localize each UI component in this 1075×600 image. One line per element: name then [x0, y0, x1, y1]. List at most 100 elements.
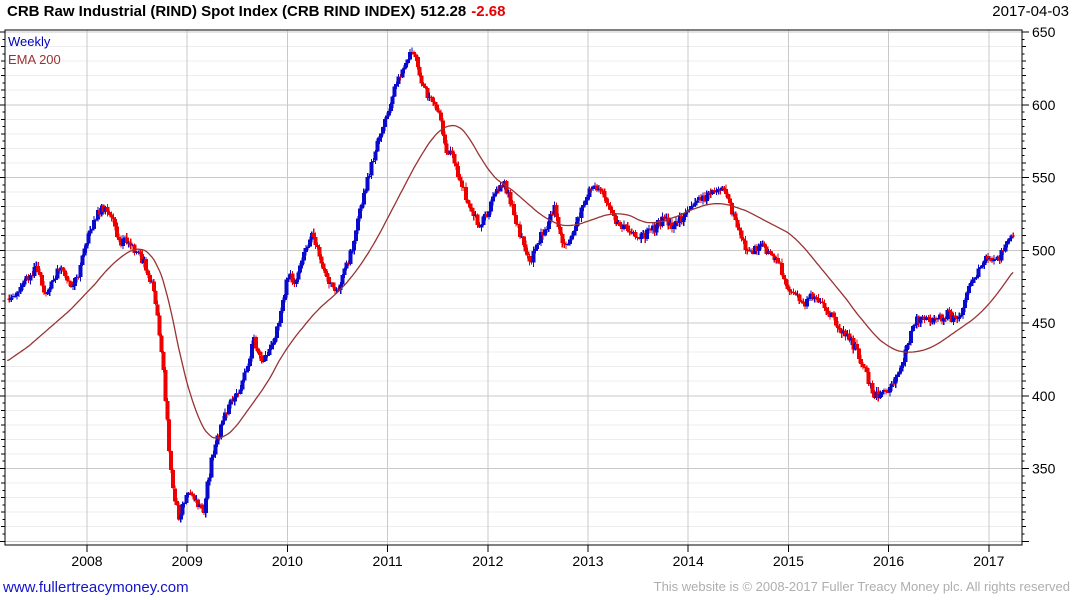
candle-body — [976, 268, 981, 278]
candle-body — [109, 214, 114, 218]
candle-body — [847, 333, 852, 341]
candle-body — [911, 326, 915, 331]
chart-legend: Weekly EMA 200 — [8, 33, 61, 69]
candle-body — [986, 256, 991, 260]
candle-body — [275, 326, 280, 338]
y-axis-label-650: 650 — [1032, 24, 1056, 40]
x-axis-label-2012: 2012 — [472, 553, 503, 569]
candle-body — [735, 219, 740, 228]
candle-body — [993, 259, 998, 261]
candle-body — [527, 255, 532, 262]
candle-body — [903, 349, 908, 362]
candle-body — [618, 222, 623, 226]
candle-body — [726, 194, 730, 199]
x-axis-label-2010: 2010 — [272, 553, 303, 569]
candle-body — [1011, 235, 1016, 237]
website-link[interactable]: www.fullertreacymoney.com — [3, 579, 189, 596]
candle-body — [307, 239, 312, 247]
candle-body — [377, 137, 382, 141]
x-axis-label-2015: 2015 — [773, 553, 804, 569]
candle-body — [421, 83, 426, 86]
candle-body — [957, 316, 962, 319]
candle-body — [279, 311, 283, 323]
candle-body — [785, 284, 790, 290]
candle-body — [298, 265, 303, 273]
y-axis-label-500: 500 — [1032, 242, 1056, 258]
candle-body — [591, 186, 596, 189]
y-grid-minor — [5, 46, 1022, 528]
candle-body — [392, 86, 397, 97]
candle-body — [186, 492, 191, 495]
candle-body — [94, 219, 98, 221]
candle-body — [729, 203, 734, 215]
candle-body — [972, 278, 977, 280]
candle-body — [178, 514, 183, 520]
candle-body — [471, 211, 476, 217]
candle-body — [544, 229, 549, 230]
candle-body — [358, 208, 362, 219]
candle-body — [575, 216, 580, 226]
candle-body — [999, 250, 1004, 261]
candle-body — [583, 200, 588, 205]
candle-body — [533, 249, 538, 252]
candle-body — [431, 97, 436, 102]
candle-body — [261, 360, 266, 362]
chart-title: CRB Raw Industrial (RIND) Spot Index (CR… — [7, 3, 416, 20]
candle-body — [107, 212, 112, 215]
candle-body — [814, 297, 819, 299]
candle-body — [352, 241, 357, 251]
candle-body — [22, 280, 27, 285]
candle-body — [968, 283, 973, 286]
candle-body — [196, 499, 201, 507]
candle-body — [138, 251, 143, 254]
candle-body — [833, 317, 838, 326]
candle-body — [467, 203, 472, 208]
candle-body — [408, 51, 413, 60]
candle-body — [589, 188, 594, 190]
y-axis-label-450: 450 — [1032, 315, 1056, 331]
candle-body — [151, 281, 156, 291]
candle-body — [739, 230, 744, 239]
candle-body — [963, 300, 967, 309]
candle-body — [635, 237, 640, 239]
candle-body — [608, 205, 613, 210]
candle-body — [907, 343, 912, 345]
candle-body — [273, 337, 278, 343]
candle-body — [182, 503, 187, 504]
candle-body — [543, 229, 547, 236]
x-grid-years — [86, 30, 990, 545]
candle-body — [400, 69, 405, 78]
candle-body — [487, 211, 492, 217]
legend-ema-200: EMA 200 — [8, 52, 61, 67]
candle-body — [787, 289, 792, 292]
candle-body — [415, 57, 420, 68]
candle-body — [465, 200, 470, 204]
candle-body — [155, 304, 160, 316]
x-axis-label-2011: 2011 — [373, 553, 403, 569]
candle-body — [20, 284, 25, 287]
candle-body — [271, 342, 276, 346]
candle-body — [105, 207, 110, 213]
candle-body — [494, 189, 499, 194]
candle-body — [317, 246, 322, 257]
copyright-text: This website is © 2008-2017 Fuller Treac… — [653, 579, 1070, 594]
candle-body — [161, 352, 166, 371]
candle-body — [837, 327, 842, 330]
candle-body — [68, 281, 73, 288]
candle-body — [452, 154, 457, 164]
candle-body — [851, 338, 856, 350]
candle-body — [147, 274, 152, 282]
candle-body — [737, 227, 742, 231]
candle-body — [117, 236, 122, 240]
candle-body — [67, 280, 71, 282]
candle-body — [689, 206, 694, 210]
candle-body — [111, 217, 116, 220]
candle-body — [15, 292, 19, 297]
candle-body — [267, 348, 272, 356]
candle-body — [625, 225, 630, 231]
candle-body — [820, 301, 825, 303]
candle-body — [257, 351, 262, 356]
candle-body — [36, 265, 41, 273]
candle-body — [481, 216, 486, 225]
